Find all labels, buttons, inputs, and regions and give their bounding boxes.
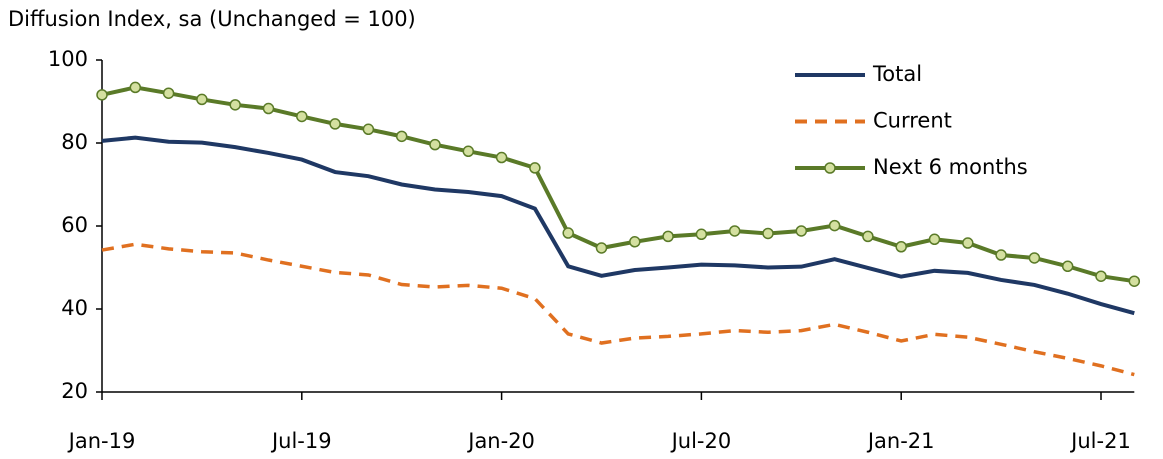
x-tick-label: Jan-21 xyxy=(866,429,935,453)
x-tick-label: Jul-21 xyxy=(1069,429,1131,453)
y-tick-label: 20 xyxy=(61,379,88,403)
series-line xyxy=(101,242,1135,377)
point xyxy=(1028,252,1041,264)
point xyxy=(962,237,974,249)
point xyxy=(595,242,608,254)
point xyxy=(762,227,774,240)
point xyxy=(96,89,108,101)
x-tick-label: Jul-20 xyxy=(670,429,732,453)
y-tick-label: 40 xyxy=(61,296,88,320)
x-tick-label: Jan-19 xyxy=(67,429,136,453)
legend-label: Current xyxy=(873,109,952,133)
point xyxy=(362,123,375,136)
point xyxy=(862,230,874,243)
point xyxy=(895,241,907,253)
point xyxy=(1095,270,1107,282)
point xyxy=(728,225,741,237)
legend-marker xyxy=(824,162,836,174)
point xyxy=(529,162,541,174)
y-tick-label: 60 xyxy=(61,213,88,237)
x-tick-label: Jan-20 xyxy=(466,429,535,453)
legend-label: Next 6 months xyxy=(873,155,1028,179)
point xyxy=(1061,260,1074,273)
point xyxy=(162,87,175,99)
point xyxy=(229,99,241,111)
point xyxy=(562,227,574,239)
point xyxy=(662,230,674,243)
point xyxy=(629,236,641,248)
point xyxy=(828,219,841,232)
point xyxy=(296,110,308,123)
point xyxy=(329,118,341,130)
point xyxy=(196,93,208,106)
point xyxy=(395,130,408,143)
series-line xyxy=(101,135,1135,316)
y-tick-label: 80 xyxy=(61,130,88,154)
point xyxy=(495,151,508,164)
point xyxy=(1128,275,1141,287)
point xyxy=(795,225,808,237)
point xyxy=(995,249,1007,261)
legend-label: Total xyxy=(872,62,922,86)
point xyxy=(928,233,941,246)
y-tick-label: 100 xyxy=(48,47,88,71)
point xyxy=(129,81,142,94)
series-line xyxy=(101,85,1135,284)
point xyxy=(462,145,475,158)
y-axis-title: Diffusion Index, sa (Unchanged = 100) xyxy=(8,7,416,31)
point xyxy=(429,138,441,151)
x-tick-label: Jul-19 xyxy=(270,429,332,453)
point xyxy=(695,228,708,241)
point xyxy=(262,102,275,115)
